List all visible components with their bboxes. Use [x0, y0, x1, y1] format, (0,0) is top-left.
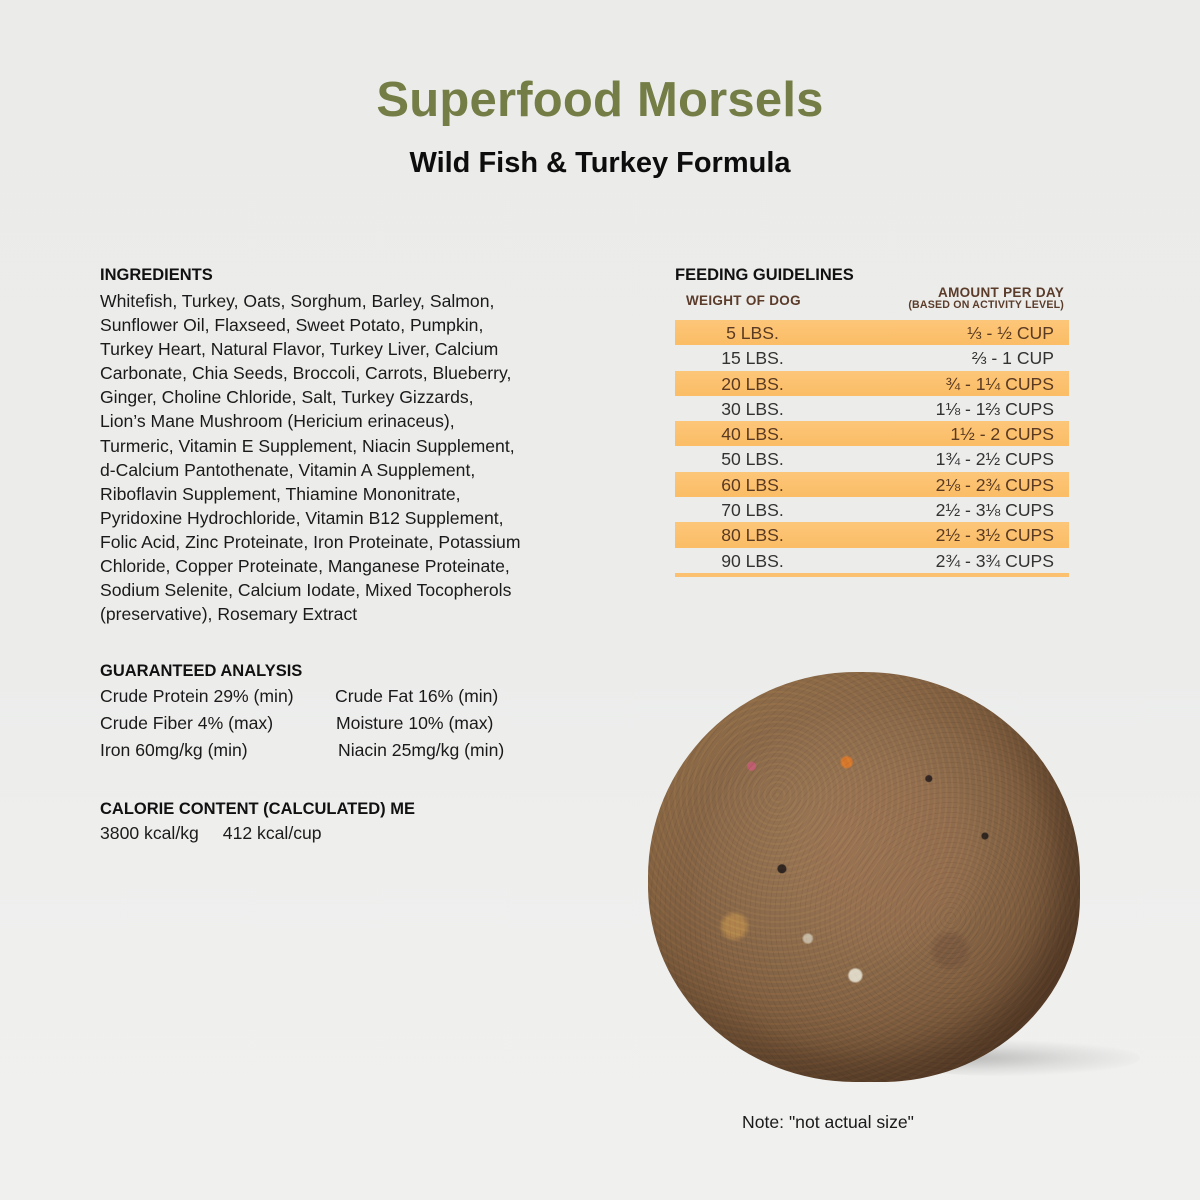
ingredients-line: Folic Acid, Zinc Proteinate, Iron Protei…: [100, 531, 521, 552]
dog-weight: 90 LBS.: [721, 550, 784, 571]
ingredients-line: Riboflavin Supplement, Thiamine Mononitr…: [100, 483, 461, 504]
analysis-item: Crude Fiber 4% (max): [100, 713, 274, 733]
dog-weight: 70 LBS.: [721, 500, 784, 521]
feeding-guidelines-heading: FEEDING GUIDELINES: [675, 266, 854, 284]
table-row: 50 LBS. 1¾ - 2½ CUPS: [675, 446, 1069, 471]
column-header-weight: WEIGHT OF DOG: [686, 293, 801, 308]
ingredients-line: Carbonate, Chia Seeds, Broccoli, Carrots…: [100, 363, 512, 384]
table-row: 20 LBS. ¾ - 1¼ CUPS: [675, 370, 1069, 396]
product-title: Superfood Morsels: [376, 73, 824, 127]
dog-weight: 40 LBS.: [721, 424, 784, 445]
dog-weight: 60 LBS.: [721, 474, 784, 495]
daily-amount: 1¾ - 2½ CUPS: [935, 449, 1054, 470]
dog-weight: 80 LBS.: [721, 525, 784, 546]
ingredients-list: Whitefish, Turkey, Oats, Sorghum, Barley…: [100, 289, 580, 626]
column-header-amount: AMOUNT PER DAY (BASED ON ACTIVITY LEVEL): [908, 285, 1064, 311]
dog-weight: 5 LBS.: [726, 323, 779, 343]
dog-weight: 50 LBS.: [721, 449, 784, 470]
guaranteed-analysis-heading: GUARANTEED ANALYSIS: [100, 662, 303, 680]
ingredients-line: Lion’s Mane Mushroom (Hericium erinaceus…: [100, 411, 455, 432]
dog-weight: 15 LBS.: [721, 348, 784, 369]
calorie-content-heading: CALORIE CONTENT (CALCULATED) ME: [100, 800, 415, 818]
daily-amount: 2⅛ - 2¾ CUPS: [935, 474, 1054, 495]
analysis-item: Crude Fat 16% (min): [335, 686, 499, 706]
daily-amount: ¾ - 1¼ CUPS: [945, 373, 1054, 394]
analysis-item: Crude Protein 29% (min): [100, 686, 294, 706]
table-bottom-rule: [675, 572, 1069, 577]
ingredients-line: Chloride, Copper Proteinate, Manganese P…: [100, 556, 510, 577]
ingredients-heading: INGREDIENTS: [100, 266, 213, 284]
table-row: 80 LBS. 2½ - 3½ CUPS: [675, 522, 1069, 548]
table-row: 15 LBS. ⅔ - 1 CUP: [675, 345, 1069, 370]
dog-weight: 20 LBS.: [721, 373, 784, 394]
table-row: 30 LBS. 1⅛ - 1⅔ CUPS: [675, 396, 1069, 421]
daily-amount: 1½ - 2 CUPS: [950, 424, 1054, 445]
ingredients-line: d-Calcium Pantothenate, Vitamin A Supple…: [100, 459, 476, 480]
ingredients-line: Ginger, Choline Chloride, Salt, Turkey G…: [100, 387, 474, 408]
product-subtitle: Wild Fish & Turkey Formula: [409, 147, 791, 179]
table-row: 70 LBS. 2½ - 3⅛ CUPS: [675, 497, 1069, 522]
feeding-table: 5 LBS. ⅓ - ½ CUP 15 LBS. ⅔ - 1 CUP 20 LBS.…: [675, 320, 1069, 577]
table-row: 5 LBS. ⅓ - ½ CUP: [675, 320, 1069, 346]
daily-amount: 2½ - 3½ CUPS: [935, 525, 1054, 546]
table-row: 60 LBS. 2⅛ - 2¾ CUPS: [675, 471, 1069, 498]
table-row: 40 LBS. 1½ - 2 CUPS: [675, 421, 1069, 447]
ingredients-line: Pyridoxine Hydrochloride, Vitamin B12 Su…: [100, 507, 504, 528]
analysis-item: Moisture 10% (max): [336, 713, 494, 733]
dog-weight: 30 LBS.: [721, 398, 784, 419]
ingredients-line: Turmeric, Vitamin E Supplement, Niacin S…: [100, 435, 515, 456]
amount-header-main: AMOUNT PER DAY: [938, 285, 1064, 300]
ingredients-line: Whitefish, Turkey, Oats, Sorghum, Barley…: [100, 291, 495, 311]
ingredients-line: (preservative), Rosemary Extract: [100, 604, 358, 625]
daily-amount: ⅔ - 1 CUP: [971, 348, 1054, 369]
daily-amount: 1⅛ - 1⅔ CUPS: [935, 398, 1054, 419]
ingredients-line: Sunflower Oil, Flaxseed, Sweet Potato, P…: [100, 315, 484, 336]
calorie-per-cup: 412 kcal/cup: [222, 823, 322, 843]
daily-amount: 2¾ - 3¾ CUPS: [935, 550, 1054, 571]
daily-amount: ⅓ - ½ CUP: [966, 323, 1054, 343]
amount-header-sub: (BASED ON ACTIVITY LEVEL): [908, 299, 1064, 311]
ingredients-line: Sodium Selenite, Calcium Iodate, Mixed T…: [100, 580, 512, 601]
table-row: 90 LBS. 2¾ - 3¾ CUPS: [675, 548, 1069, 573]
analysis-item: Iron 60mg/kg (min): [100, 740, 248, 760]
calorie-values: 3800 kcal/kg 412 kcal/cup: [100, 823, 322, 844]
morsel-photo: [648, 672, 1080, 1082]
size-note: Note: "not actual size": [742, 1112, 914, 1132]
calorie-per-kg: 3800 kcal/kg: [100, 823, 199, 843]
ingredients-line: Turkey Heart, Natural Flavor, Turkey Liv…: [100, 339, 499, 360]
daily-amount: 2½ - 3⅛ CUPS: [935, 500, 1054, 521]
analysis-item: Niacin 25mg/kg (min): [338, 740, 505, 760]
